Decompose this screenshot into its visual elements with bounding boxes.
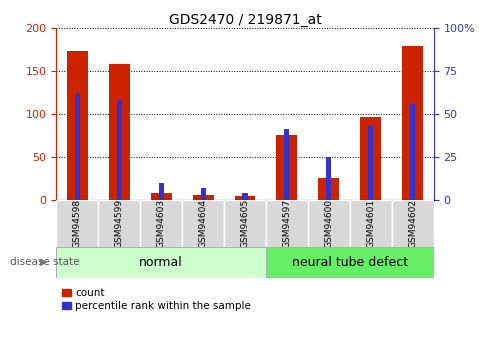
Bar xyxy=(151,193,171,200)
Text: GSM94600: GSM94600 xyxy=(324,199,333,248)
Text: normal: normal xyxy=(139,256,183,269)
Bar xyxy=(266,200,308,247)
Bar xyxy=(235,196,255,200)
Text: GSM94602: GSM94602 xyxy=(408,199,417,248)
Title: GDS2470 / 219871_at: GDS2470 / 219871_at xyxy=(169,12,321,27)
Bar xyxy=(67,51,88,200)
Text: ▶: ▶ xyxy=(40,257,47,267)
Text: GSM94603: GSM94603 xyxy=(157,199,166,248)
Legend: count, percentile rank within the sample: count, percentile rank within the sample xyxy=(62,288,251,311)
Text: disease state: disease state xyxy=(10,257,79,267)
Bar xyxy=(56,200,98,247)
Bar xyxy=(159,183,164,200)
Bar xyxy=(140,200,182,247)
Bar xyxy=(182,200,224,247)
Text: GSM94605: GSM94605 xyxy=(241,199,249,248)
Text: neural tube defect: neural tube defect xyxy=(292,256,408,269)
Bar xyxy=(56,247,266,278)
Bar xyxy=(318,178,339,200)
Bar xyxy=(368,126,373,200)
Bar xyxy=(284,129,290,200)
Bar xyxy=(224,200,266,247)
Bar xyxy=(193,195,214,200)
Text: GSM94598: GSM94598 xyxy=(73,199,82,248)
Bar xyxy=(117,100,122,200)
Bar xyxy=(410,104,415,200)
Bar xyxy=(392,200,434,247)
Bar xyxy=(326,157,331,200)
Text: GSM94599: GSM94599 xyxy=(115,199,124,248)
Bar xyxy=(75,93,80,200)
Bar xyxy=(98,200,140,247)
Text: GSM94604: GSM94604 xyxy=(198,199,208,248)
Bar xyxy=(308,200,350,247)
Bar xyxy=(402,46,423,200)
Bar xyxy=(243,193,247,200)
Bar xyxy=(266,247,434,278)
Bar xyxy=(360,117,381,200)
Bar xyxy=(350,200,392,247)
Bar xyxy=(109,64,130,200)
Bar xyxy=(276,135,297,200)
Text: GSM94597: GSM94597 xyxy=(282,199,292,248)
Bar xyxy=(200,188,206,200)
Text: GSM94601: GSM94601 xyxy=(366,199,375,248)
